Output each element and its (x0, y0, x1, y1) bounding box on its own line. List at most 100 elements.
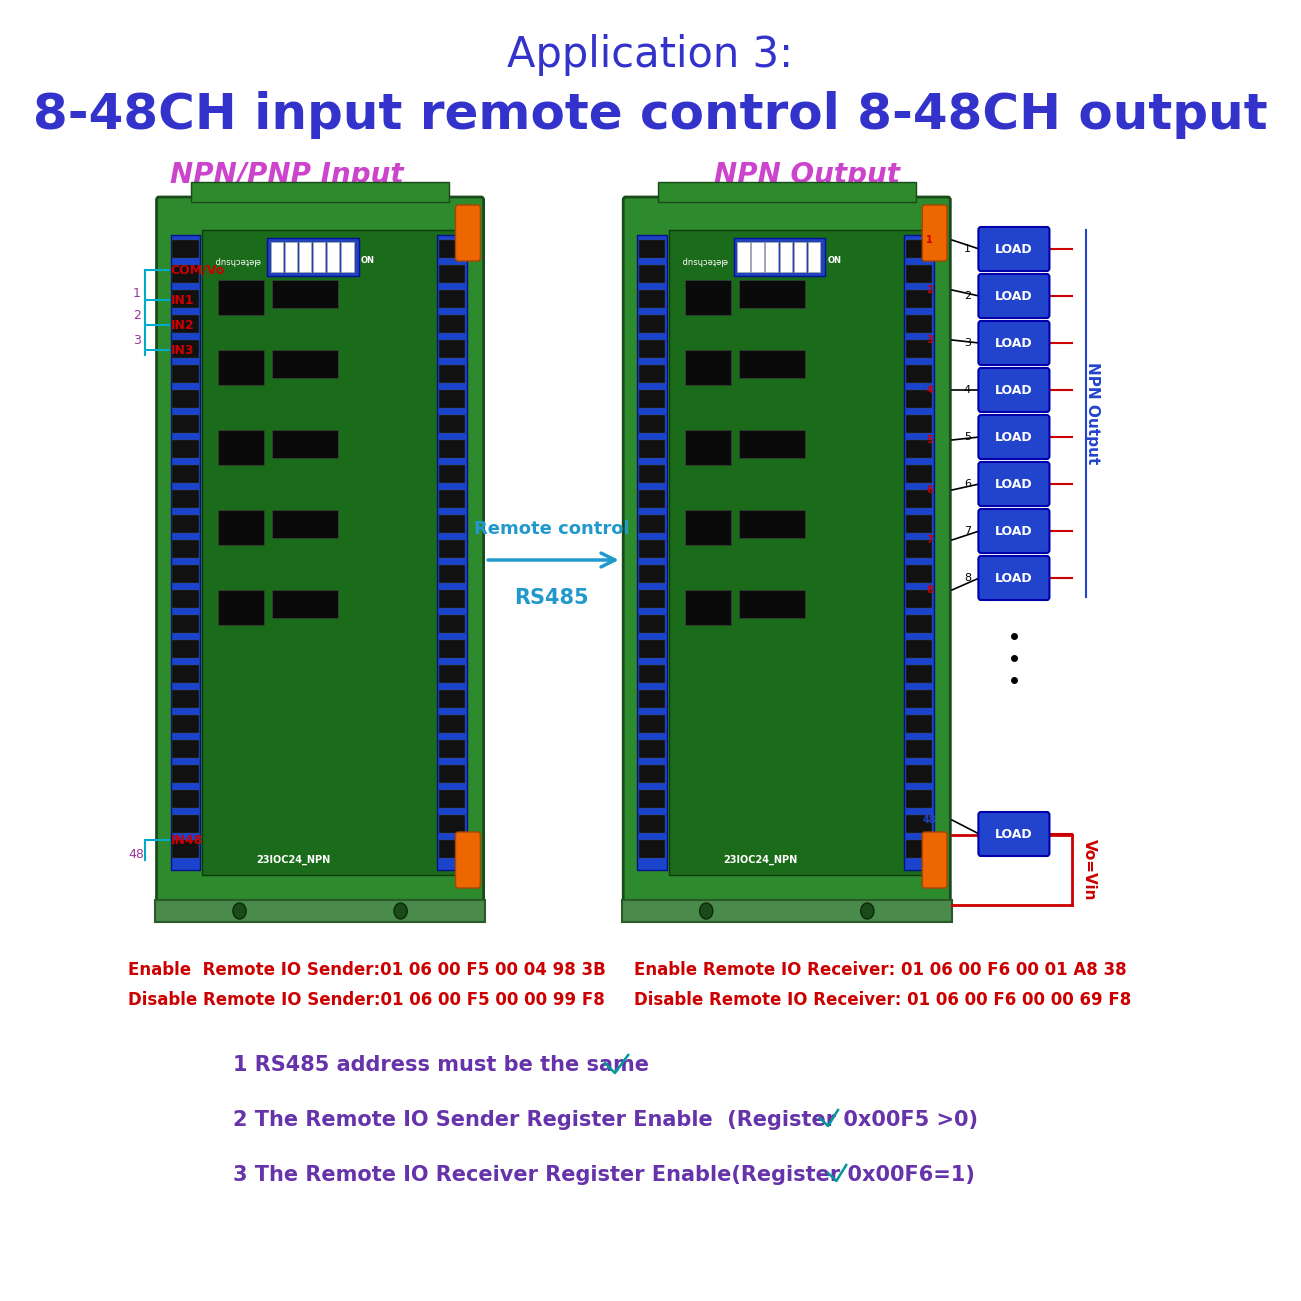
Bar (905, 740, 932, 758)
Bar (172, 615, 199, 634)
Bar (905, 265, 932, 284)
Text: 1 RS485 address must be the same: 1 RS485 address must be the same (233, 1055, 649, 1075)
Text: 2: 2 (133, 308, 141, 321)
Circle shape (394, 903, 407, 919)
Bar (438, 640, 466, 658)
Bar (734, 238, 825, 276)
Bar (172, 464, 199, 483)
Bar (905, 690, 932, 708)
Bar (219, 280, 264, 315)
Text: ON: ON (362, 256, 375, 265)
Bar (658, 182, 916, 202)
Bar (172, 540, 199, 558)
Bar (438, 415, 466, 433)
FancyBboxPatch shape (922, 833, 947, 889)
Bar (272, 510, 338, 539)
Text: 7: 7 (926, 535, 933, 545)
Text: NPN/PNP Input: NPN/PNP Input (170, 161, 403, 189)
Bar (202, 230, 463, 876)
Text: LOAD: LOAD (995, 384, 1033, 397)
FancyBboxPatch shape (455, 206, 480, 262)
Bar (639, 490, 665, 507)
Bar (794, 242, 807, 272)
Bar (438, 515, 466, 533)
FancyBboxPatch shape (455, 833, 480, 889)
Bar (219, 350, 264, 385)
Text: NPN Output: NPN Output (714, 161, 900, 189)
Text: 3: 3 (133, 333, 141, 346)
Bar (191, 182, 449, 202)
Bar (172, 390, 199, 409)
Bar (219, 431, 264, 464)
Bar (639, 716, 665, 732)
Bar (905, 440, 932, 458)
Text: 6: 6 (964, 479, 971, 489)
Bar (172, 315, 199, 333)
Bar (639, 814, 665, 833)
Bar (905, 589, 932, 608)
FancyBboxPatch shape (978, 275, 1050, 317)
Text: Application 3:: Application 3: (507, 34, 794, 75)
Bar (905, 464, 932, 483)
Bar (622, 900, 952, 922)
Bar (438, 239, 466, 258)
Text: LOAD: LOAD (995, 477, 1033, 490)
Bar (905, 515, 932, 533)
Bar (905, 366, 932, 382)
Text: 5: 5 (926, 435, 933, 445)
Bar (438, 814, 466, 833)
Bar (639, 740, 665, 758)
Bar (905, 340, 932, 358)
Bar (639, 366, 665, 382)
Text: 2: 2 (926, 285, 933, 295)
Bar (639, 290, 665, 308)
Bar (639, 790, 665, 808)
Bar (669, 230, 930, 876)
Text: Remote control: Remote control (474, 520, 630, 539)
Bar (904, 235, 934, 870)
Bar (172, 765, 199, 783)
Bar (438, 464, 466, 483)
Bar (438, 740, 466, 758)
Bar (686, 510, 731, 545)
Bar (905, 840, 932, 857)
Bar (905, 315, 932, 333)
Bar (686, 280, 731, 315)
Bar (172, 366, 199, 382)
Bar (639, 840, 665, 857)
Bar (438, 315, 466, 333)
FancyBboxPatch shape (978, 509, 1050, 553)
Text: 2 The Remote IO Sender Register Enable  (Register 0x00F5 >0): 2 The Remote IO Sender Register Enable (… (233, 1110, 978, 1131)
Bar (738, 242, 749, 272)
Bar (327, 242, 340, 272)
Bar (172, 265, 199, 284)
Text: 1: 1 (926, 235, 933, 245)
Text: LOAD: LOAD (995, 524, 1033, 537)
Bar (686, 431, 731, 464)
Bar (905, 665, 932, 683)
Bar (172, 665, 199, 683)
Text: 48: 48 (922, 814, 937, 825)
Bar (739, 510, 805, 539)
Bar (739, 280, 805, 308)
Bar (172, 290, 199, 308)
Text: 48: 48 (129, 848, 144, 861)
Bar (905, 814, 932, 833)
Bar (739, 589, 805, 618)
Bar (438, 290, 466, 308)
Text: LOAD: LOAD (995, 827, 1033, 840)
Bar (438, 665, 466, 683)
FancyBboxPatch shape (978, 226, 1050, 271)
Text: ON: ON (827, 256, 842, 265)
Text: COM/Vo: COM/Vo (170, 264, 225, 277)
Bar (905, 239, 932, 258)
Bar (438, 690, 466, 708)
Bar (639, 640, 665, 658)
Text: Enable  Remote IO Sender:01 06 00 F5 00 04 98 3B: Enable Remote IO Sender:01 06 00 F5 00 0… (129, 961, 606, 978)
Bar (437, 235, 467, 870)
Bar (219, 510, 264, 545)
Bar (639, 340, 665, 358)
Bar (172, 690, 199, 708)
Text: 1: 1 (964, 245, 971, 254)
Bar (905, 390, 932, 409)
